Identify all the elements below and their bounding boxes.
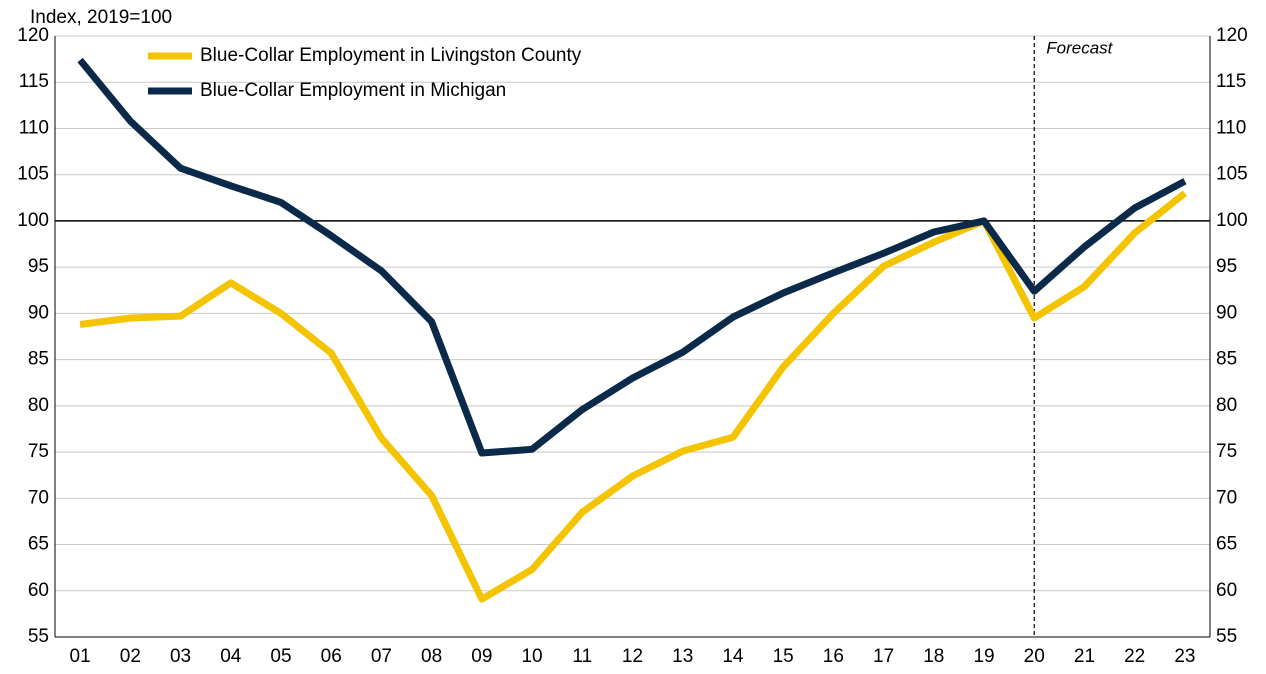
- x-tick-label: 14: [722, 646, 744, 667]
- x-tick-label: 21: [1074, 646, 1095, 667]
- y-tick-label: 90: [28, 302, 49, 323]
- y-tick-label: 80: [28, 395, 49, 416]
- x-tick-label: 13: [672, 646, 693, 667]
- y2-tick-label: 60: [1216, 580, 1237, 601]
- y-tick-label: 105: [17, 164, 49, 185]
- x-tick-label: 22: [1124, 646, 1145, 667]
- y-tick-label: 115: [19, 71, 49, 92]
- y2-tick-label: 110: [1216, 117, 1246, 138]
- x-tick-label: 05: [270, 646, 291, 667]
- x-tick-label: 12: [622, 646, 643, 667]
- x-tick-label: 07: [371, 646, 392, 667]
- y-axis-label: Index, 2019=100: [30, 7, 172, 28]
- x-tick-label: 03: [170, 646, 191, 667]
- y2-tick-label: 80: [1216, 395, 1237, 416]
- y2-tick-label: 100: [1216, 210, 1248, 231]
- x-tick-label: 11: [572, 646, 592, 667]
- x-tick-label: 09: [471, 646, 492, 667]
- x-tick-label: 18: [923, 646, 944, 667]
- y2-tick-label: 75: [1216, 441, 1237, 462]
- y2-tick-label: 105: [1216, 164, 1248, 185]
- y2-tick-label: 90: [1216, 302, 1237, 323]
- series-line: [77, 57, 1187, 457]
- x-tick-label: 04: [220, 646, 242, 667]
- x-tick-label: 19: [973, 646, 994, 667]
- y-tick-label: 120: [17, 25, 49, 46]
- y2-tick-label: 120: [1216, 25, 1248, 46]
- y-tick-label: 60: [28, 580, 49, 601]
- x-tick-label: 06: [321, 646, 342, 667]
- legend-label: Blue-Collar Employment in Michigan: [200, 80, 506, 101]
- y2-tick-label: 65: [1216, 534, 1237, 555]
- x-tick-label: 15: [773, 646, 794, 667]
- x-tick-label: 01: [70, 646, 91, 667]
- y2-tick-label: 85: [1216, 349, 1237, 370]
- x-tick-label: 02: [120, 646, 141, 667]
- x-tick-label: 23: [1174, 646, 1195, 667]
- y2-tick-label: 55: [1216, 626, 1237, 647]
- y2-tick-label: 95: [1216, 256, 1237, 277]
- series-line: [79, 190, 1188, 603]
- x-tick-label: 08: [421, 646, 442, 667]
- y-tick-label: 75: [28, 441, 49, 462]
- y-tick-label: 55: [28, 626, 49, 647]
- legend-label: Blue-Collar Employment in Livingston Cou…: [200, 45, 582, 66]
- y-tick-label: 110: [19, 117, 49, 138]
- x-tick-label: 16: [823, 646, 844, 667]
- y2-tick-label: 70: [1216, 487, 1237, 508]
- annotation: Forecast: [1046, 38, 1113, 57]
- y-tick-label: 95: [28, 256, 49, 277]
- x-tick-label: 20: [1024, 646, 1045, 667]
- y2-tick-label: 115: [1216, 71, 1246, 92]
- x-tick-label: 17: [873, 646, 894, 667]
- x-tick-label: 10: [521, 646, 542, 667]
- y-tick-label: 70: [28, 487, 49, 508]
- y-tick-label: 65: [28, 534, 49, 555]
- y-tick-label: 100: [17, 210, 49, 231]
- y-tick-label: 85: [28, 349, 49, 370]
